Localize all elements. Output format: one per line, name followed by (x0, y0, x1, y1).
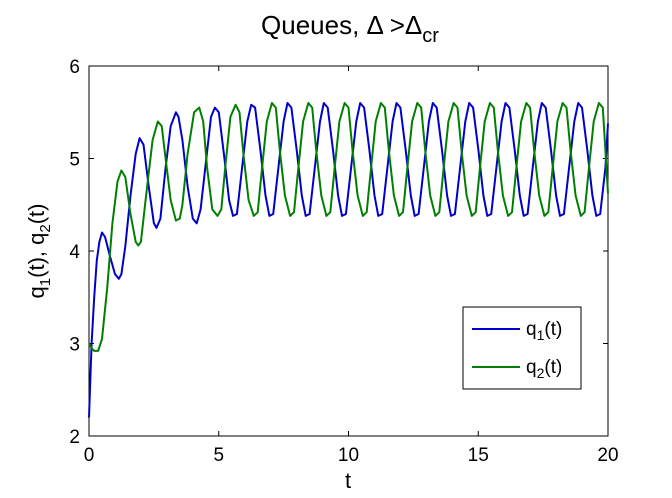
series-line-q1 (88, 102, 609, 418)
x-axis-label: t (345, 468, 351, 493)
legend: q1(t) q2(t) (462, 306, 582, 390)
chart-title: Queues, Δ >Δcr (261, 10, 439, 47)
y-tick-label: 4 (69, 242, 80, 263)
x-tick-label: 0 (84, 445, 95, 466)
legend-label-q2: q2(t) (526, 357, 562, 381)
y-tick-label: 6 (69, 57, 80, 78)
y-axis-label: q1(t), q2(t) (24, 204, 54, 299)
y-tick-label: 2 (69, 427, 80, 448)
y-tick-label: 5 (69, 150, 80, 171)
legend-box (462, 306, 582, 390)
series-line-q2 (88, 102, 609, 352)
x-tick-label: 5 (213, 445, 224, 466)
x-tick-label: 10 (338, 445, 359, 466)
x-tick-label: 20 (597, 445, 618, 466)
legend-label-q1: q1(t) (526, 319, 562, 343)
y-tick-label: 3 (69, 335, 80, 356)
x-tick-label: 15 (468, 445, 489, 466)
series-lines (88, 102, 609, 418)
